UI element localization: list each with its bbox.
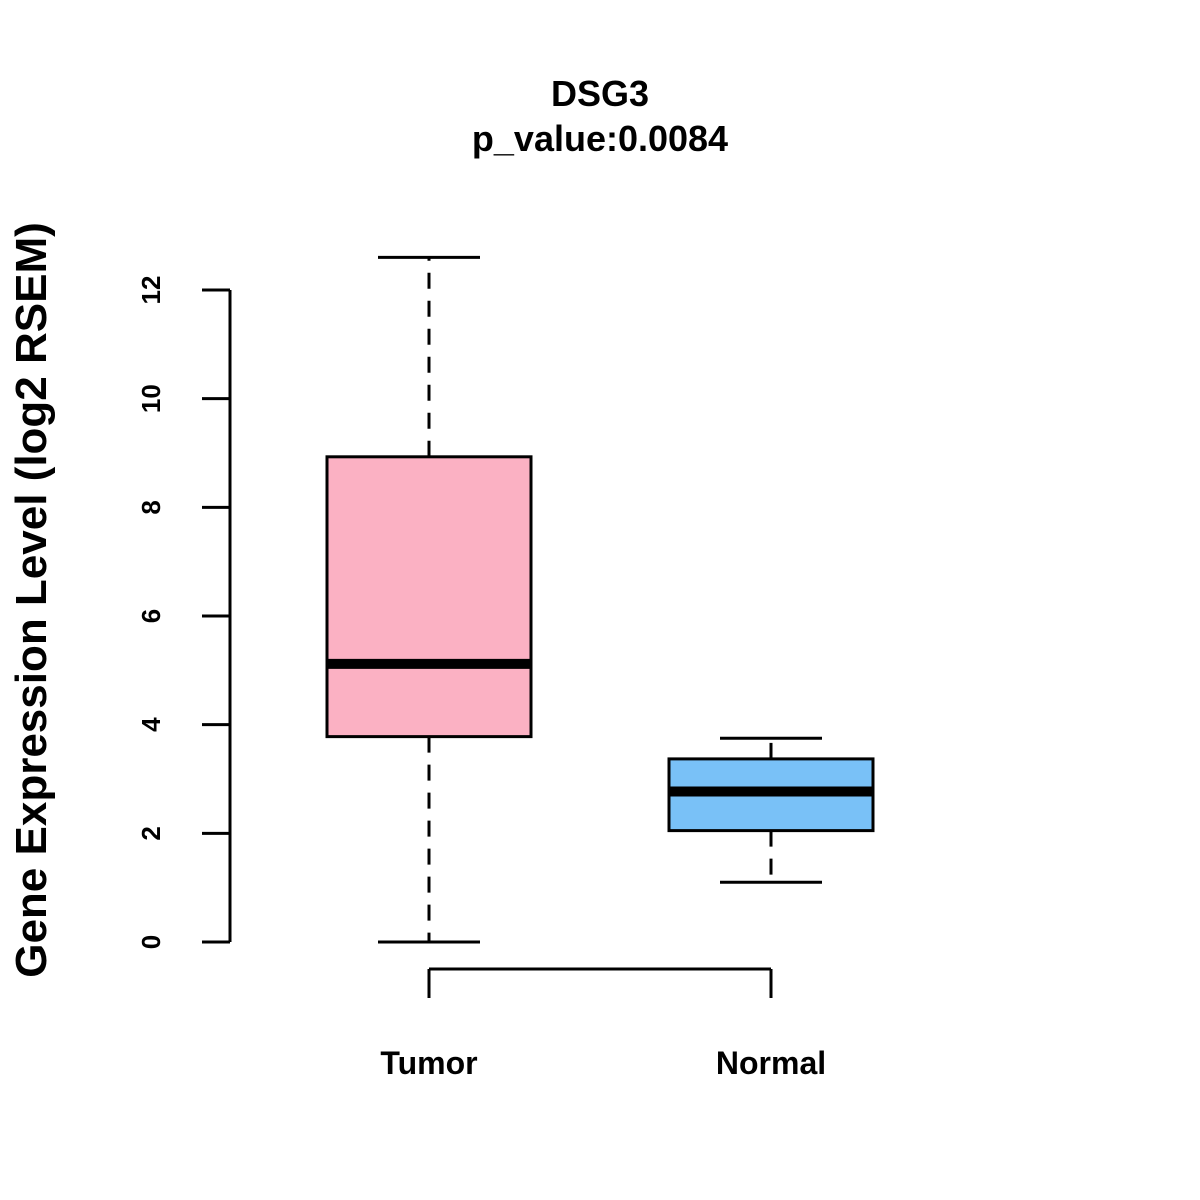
x-tick-label-normal: Normal [716,1045,826,1081]
x-tick-label-tumor: Tumor [380,1045,477,1081]
y-tick-label: 12 [136,276,166,305]
comparison-bracket [427,967,773,998]
y-tick-label: 0 [136,935,166,949]
y-tick-label: 6 [136,609,166,623]
box-iqr [325,455,533,739]
x-axis-labels: Tumor Normal [380,1045,826,1081]
y-axis: 0 2 4 6 8 10 12 [136,276,232,949]
chart-subtitle: p_value:0.0084 [472,118,728,159]
y-axis-label: Gene Expression Level (log2 RSEM) [7,222,56,978]
boxes [325,255,875,944]
box-normal [667,736,875,884]
box-tumor [325,255,533,944]
y-tick-label: 10 [136,384,166,413]
y-tick-label: 4 [136,717,166,732]
chart-title: DSG3 [551,73,649,114]
y-tick-label: 2 [136,826,166,840]
y-tick-label: 8 [136,500,166,514]
